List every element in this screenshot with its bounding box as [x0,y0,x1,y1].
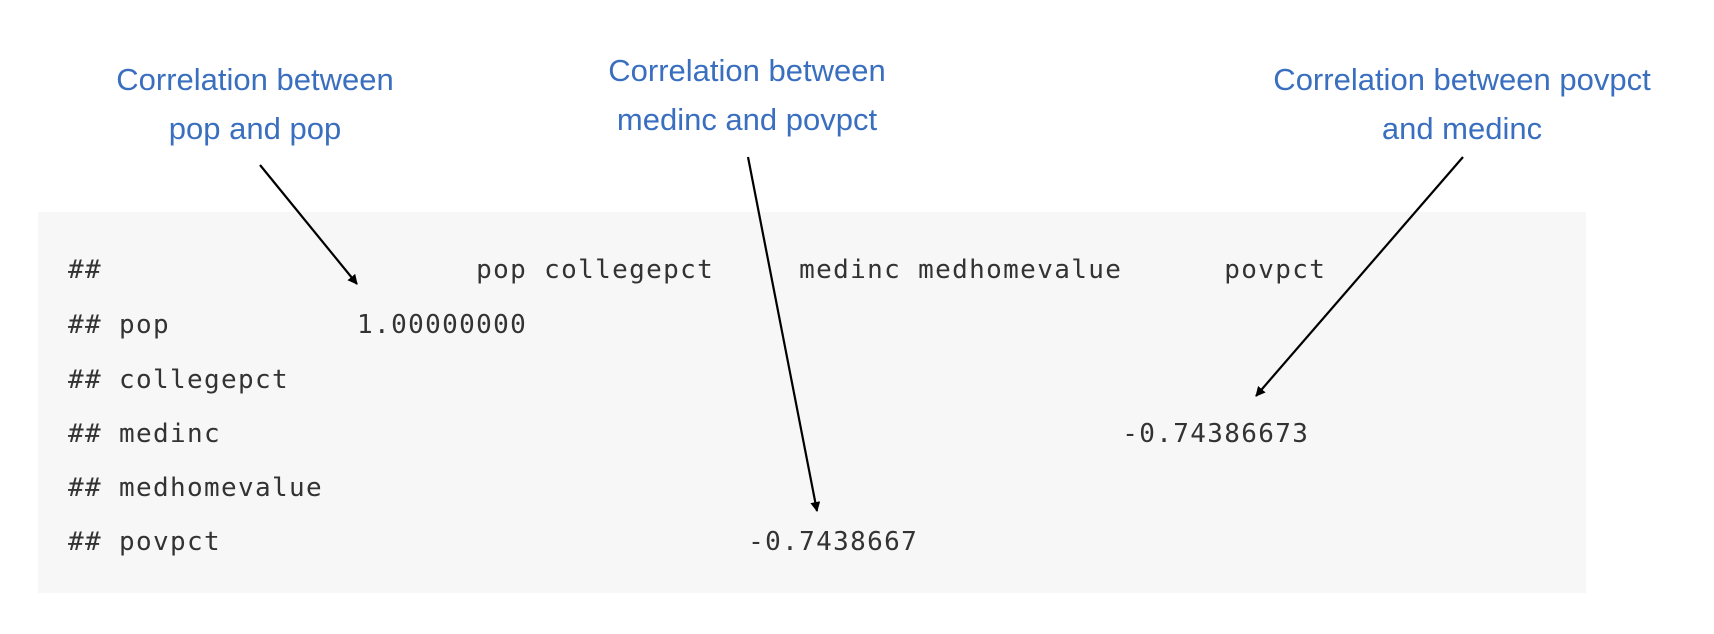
output-row-collegepct: ## collegepct [68,365,290,395]
annotation-line: medinc and povpct [616,102,878,137]
output-row-medhomevalue: ## medhomevalue [68,473,324,503]
annotation-line: and medinc [1381,111,1543,146]
arrow-to-povpct-medinc-cell [746,156,821,512]
arrow-to-pop-pop [259,164,358,285]
annotation-line: Correlation between povpct [1273,62,1651,97]
annotation-pop-pop: Correlation between pop and pop [116,55,393,153]
output-row-medinc: ## medinc -0.74386673 [68,419,1310,449]
annotation-medinc-povpct: Correlation between medinc and povpct [608,46,885,144]
output-header-row: ## pop collegepct medinc medhomevalue po… [68,255,1327,285]
annotation-povpct-medinc: Correlation between povpct and medinc [1273,55,1650,153]
annotation-line: Correlation between [608,53,886,88]
arrow-to-medinc-povpct-cell [1255,156,1464,397]
annotation-line: Correlation between [116,62,394,97]
r-console-output [38,212,1586,593]
output-row-pop: ## pop 1.00000000 [68,310,528,340]
annotation-line: pop and pop [168,111,342,146]
output-row-povpct: ## povpct -0.7438667 [68,527,919,557]
